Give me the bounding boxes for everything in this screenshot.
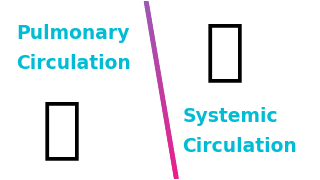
Text: 🫁: 🫁 [42,96,82,162]
Text: 🫀: 🫀 [204,18,244,84]
Text: Systemic: Systemic [182,107,278,126]
Text: Circulation: Circulation [182,137,297,156]
Text: Pulmonary: Pulmonary [16,24,130,43]
Text: Circulation: Circulation [16,54,131,73]
